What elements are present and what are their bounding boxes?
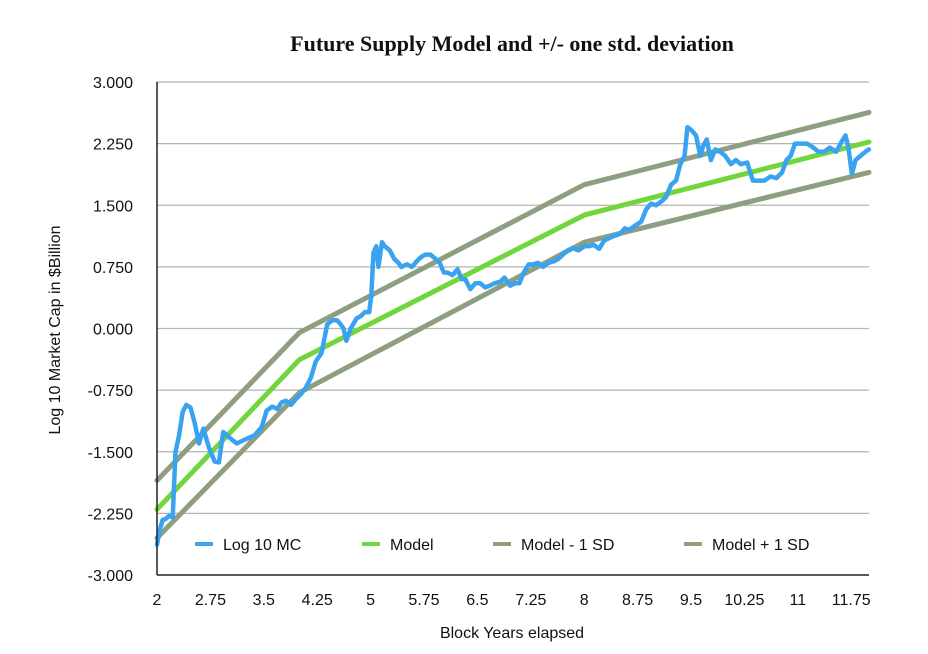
x-tick-label: 2.75 — [195, 592, 226, 609]
y-tick-label: 0.750 — [93, 260, 133, 277]
x-tick-label: 7.25 — [515, 592, 546, 609]
x-tick-label: 6.5 — [466, 592, 488, 609]
x-tick-label: 4.25 — [302, 592, 333, 609]
axes — [156, 82, 869, 576]
chart-title: Future Supply Model and +/- one std. dev… — [290, 31, 734, 56]
series-lines — [154, 109, 872, 547]
y-tick-label: 3.000 — [93, 75, 133, 92]
y-tick-labels: -3.000 -2.250 -1.500 -0.750 0.000 0.750 1.500 2… — [88, 75, 133, 585]
y-tick-label: -1.500 — [88, 445, 133, 462]
y-tick-label: -3.000 — [88, 568, 133, 585]
series-line-model-1-sd — [154, 169, 872, 541]
series-line-model-1-sd — [154, 109, 872, 483]
y-tick-label: 0.000 — [93, 322, 133, 339]
x-tick-label: 9.5 — [680, 592, 702, 609]
x-tick-label: 8 — [580, 592, 589, 609]
series-line-log-10-mc — [154, 124, 872, 547]
y-tick-label: -2.250 — [88, 506, 133, 523]
legend-label-model-1-sd: Model - 1 SD — [521, 537, 614, 554]
x-tick-label: 11.75 — [832, 592, 871, 609]
y-tick-label: 2.250 — [93, 137, 133, 154]
legend-label-log-10-mc: Log 10 MC — [223, 537, 301, 554]
x-tick-label: 5 — [366, 592, 375, 609]
x-tick-label: 5.75 — [408, 592, 439, 609]
x-tick-label: 8.75 — [622, 592, 653, 609]
legend: Log 10 MC Model Model - 1 SD Model + 1 SD — [195, 537, 809, 554]
x-axis-label: Block Years elapsed — [440, 625, 584, 642]
x-tick-labels: 2 2.75 3.5 4.25 5 5.75 6.5 7.25 8 8.75 9.5 10.25 11 1… — [153, 592, 871, 609]
x-tick-label: 11 — [789, 592, 806, 609]
x-tick-label: 10.25 — [724, 592, 764, 609]
x-tick-label: 3.5 — [253, 592, 275, 609]
legend-label-model-1-sd: Model + 1 SD — [712, 537, 809, 554]
y-axis-label: Log 10 Market Cap in $Billion — [47, 225, 64, 434]
x-tick-label: 2 — [153, 592, 162, 609]
y-tick-label: 1.500 — [93, 198, 133, 215]
y-tick-label: -0.750 — [88, 383, 133, 400]
legend-label-model: Model — [390, 537, 434, 554]
gridlines — [157, 81, 869, 514]
